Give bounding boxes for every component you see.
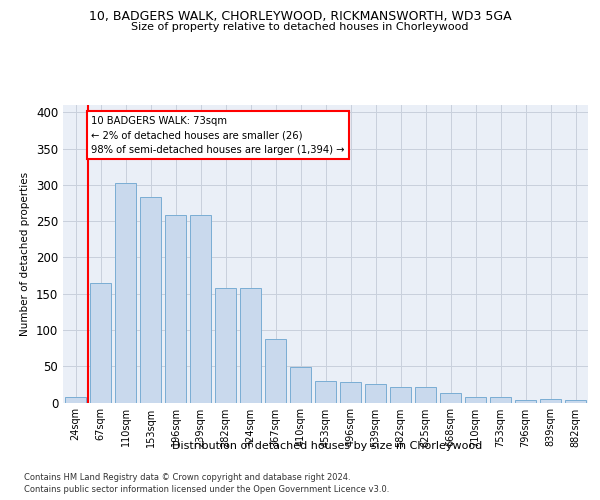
- Text: Contains HM Land Registry data © Crown copyright and database right 2024.: Contains HM Land Registry data © Crown c…: [24, 472, 350, 482]
- Y-axis label: Number of detached properties: Number of detached properties: [20, 172, 31, 336]
- Text: 10 BADGERS WALK: 73sqm
← 2% of detached houses are smaller (26)
98% of semi-deta: 10 BADGERS WALK: 73sqm ← 2% of detached …: [91, 116, 344, 154]
- Bar: [215, 288, 236, 403]
- Bar: [490, 398, 511, 402]
- Bar: [390, 388, 411, 402]
- Bar: [565, 400, 586, 402]
- Bar: [65, 396, 86, 402]
- Bar: [290, 367, 311, 402]
- Text: Size of property relative to detached houses in Chorleywood: Size of property relative to detached ho…: [131, 22, 469, 32]
- Bar: [90, 283, 111, 403]
- Bar: [465, 398, 486, 402]
- Bar: [440, 393, 461, 402]
- Bar: [340, 382, 361, 402]
- Bar: [165, 216, 186, 402]
- Bar: [190, 216, 211, 402]
- Bar: [315, 380, 336, 402]
- Bar: [115, 182, 136, 402]
- Bar: [515, 400, 536, 402]
- Bar: [240, 288, 261, 403]
- Bar: [365, 384, 386, 402]
- Bar: [540, 399, 561, 402]
- Text: 10, BADGERS WALK, CHORLEYWOOD, RICKMANSWORTH, WD3 5GA: 10, BADGERS WALK, CHORLEYWOOD, RICKMANSW…: [89, 10, 511, 23]
- Bar: [265, 338, 286, 402]
- Bar: [140, 197, 161, 402]
- Text: Contains public sector information licensed under the Open Government Licence v3: Contains public sector information licen…: [24, 485, 389, 494]
- Text: Distribution of detached houses by size in Chorleywood: Distribution of detached houses by size …: [172, 441, 482, 451]
- Bar: [415, 388, 436, 402]
